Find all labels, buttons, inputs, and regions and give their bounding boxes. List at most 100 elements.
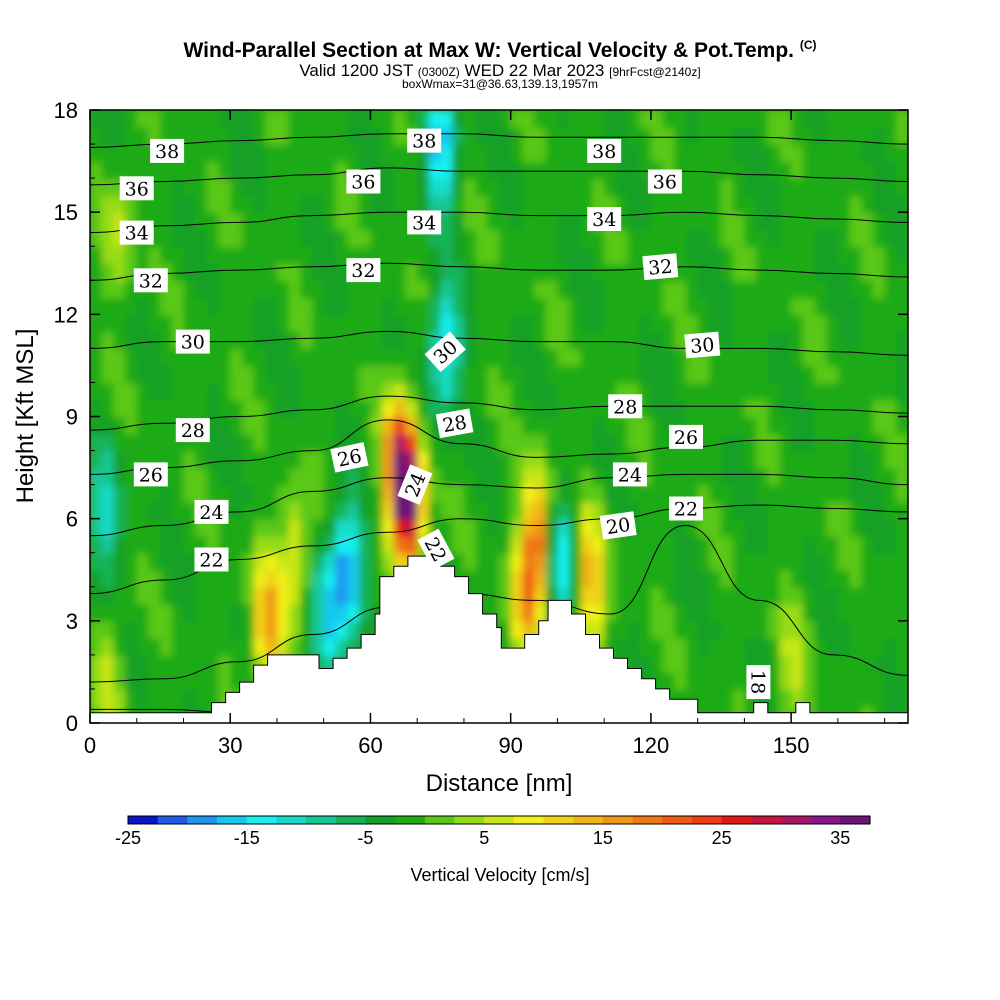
field-cell	[861, 433, 874, 452]
field-cell	[814, 161, 828, 180]
field-cell	[125, 637, 138, 656]
field-cell	[650, 195, 664, 214]
contour-label-text: 36	[125, 178, 149, 200]
field-cell	[627, 246, 641, 265]
field-cell	[393, 450, 407, 469]
colorbar-swatch	[395, 816, 426, 824]
field-cell	[872, 365, 886, 384]
field-cell	[347, 280, 360, 299]
field-cell	[300, 620, 313, 639]
field-cell	[615, 178, 629, 197]
field-cell	[884, 314, 898, 333]
field-cell	[241, 484, 255, 503]
field-cell	[241, 178, 255, 197]
field-cell	[160, 382, 173, 401]
field-cell	[206, 603, 220, 622]
field-cell	[802, 450, 816, 469]
field-cell	[884, 348, 898, 367]
field-cell	[674, 467, 687, 486]
field-cell	[884, 229, 898, 248]
field-cell	[615, 535, 629, 554]
field-cell	[592, 246, 606, 265]
field-cell	[627, 280, 641, 299]
field-cell	[569, 161, 582, 180]
field-cell	[241, 603, 255, 622]
field-cell	[861, 144, 874, 163]
field-cell	[101, 178, 115, 197]
field-cell	[358, 280, 372, 299]
field-cell	[639, 297, 652, 316]
field-cell	[218, 433, 232, 452]
field-cell	[288, 620, 302, 639]
field-cell	[569, 246, 582, 265]
field-cell	[674, 450, 687, 469]
field-cell	[417, 518, 430, 537]
field-cell	[884, 399, 898, 418]
field-cell	[861, 416, 874, 435]
field-cell	[744, 127, 758, 145]
field-cell	[195, 603, 208, 622]
field-cell	[510, 297, 524, 316]
field-cell	[639, 127, 652, 145]
field-cell	[861, 535, 874, 554]
field-cell	[814, 110, 828, 128]
field-cell	[697, 535, 711, 554]
field-cell	[849, 620, 863, 639]
contour-label-26: 26	[133, 462, 168, 487]
field-cell	[230, 178, 243, 197]
field-cell	[686, 450, 699, 469]
field-cell	[241, 331, 255, 350]
field-cell	[113, 246, 127, 265]
field-cell	[896, 399, 908, 418]
field-cell	[125, 246, 138, 265]
field-cell	[499, 297, 512, 316]
field-cell	[160, 535, 173, 554]
field-cell	[499, 246, 512, 265]
field-cell	[709, 569, 722, 588]
field-cell	[686, 535, 699, 554]
contour-label-box	[417, 528, 455, 570]
theta-contour-26	[90, 419, 908, 475]
field-cell	[744, 535, 758, 554]
field-cell	[277, 484, 290, 503]
field-cell	[779, 518, 793, 537]
field-cell	[499, 467, 512, 486]
field-cell	[300, 399, 313, 418]
field-cell	[347, 297, 360, 316]
field-cell	[861, 501, 874, 520]
field-cell	[534, 535, 547, 554]
field-cell	[814, 195, 828, 214]
field-cell	[896, 297, 908, 316]
field-cell	[569, 484, 582, 503]
field-cell	[721, 229, 734, 248]
field-cell	[534, 399, 547, 418]
field-cell	[113, 348, 127, 367]
field-cell	[756, 535, 769, 554]
colorbar-swatch	[424, 816, 456, 824]
theta-contour-30	[90, 330, 908, 356]
field-cell	[580, 501, 594, 520]
field-cell	[709, 620, 722, 639]
field-cell	[241, 297, 255, 316]
field-cell	[791, 535, 804, 554]
field-cell	[522, 348, 536, 367]
field-cell	[195, 212, 208, 231]
contour-label-box	[669, 496, 703, 521]
field-cell	[90, 569, 103, 588]
field-cell	[557, 297, 571, 316]
field-cell	[510, 161, 524, 180]
field-cell	[452, 178, 465, 197]
field-cell	[265, 161, 278, 180]
field-cell	[721, 178, 734, 197]
field-cell	[148, 110, 162, 128]
field-cell	[779, 688, 793, 707]
field-cell	[90, 314, 103, 333]
field-cell	[370, 331, 384, 350]
field-cell	[335, 229, 349, 248]
field-cell	[440, 297, 454, 316]
y-tick-label: 18	[54, 98, 78, 123]
field-cell	[779, 229, 793, 248]
field-cell	[837, 552, 851, 571]
field-cell	[615, 620, 629, 639]
